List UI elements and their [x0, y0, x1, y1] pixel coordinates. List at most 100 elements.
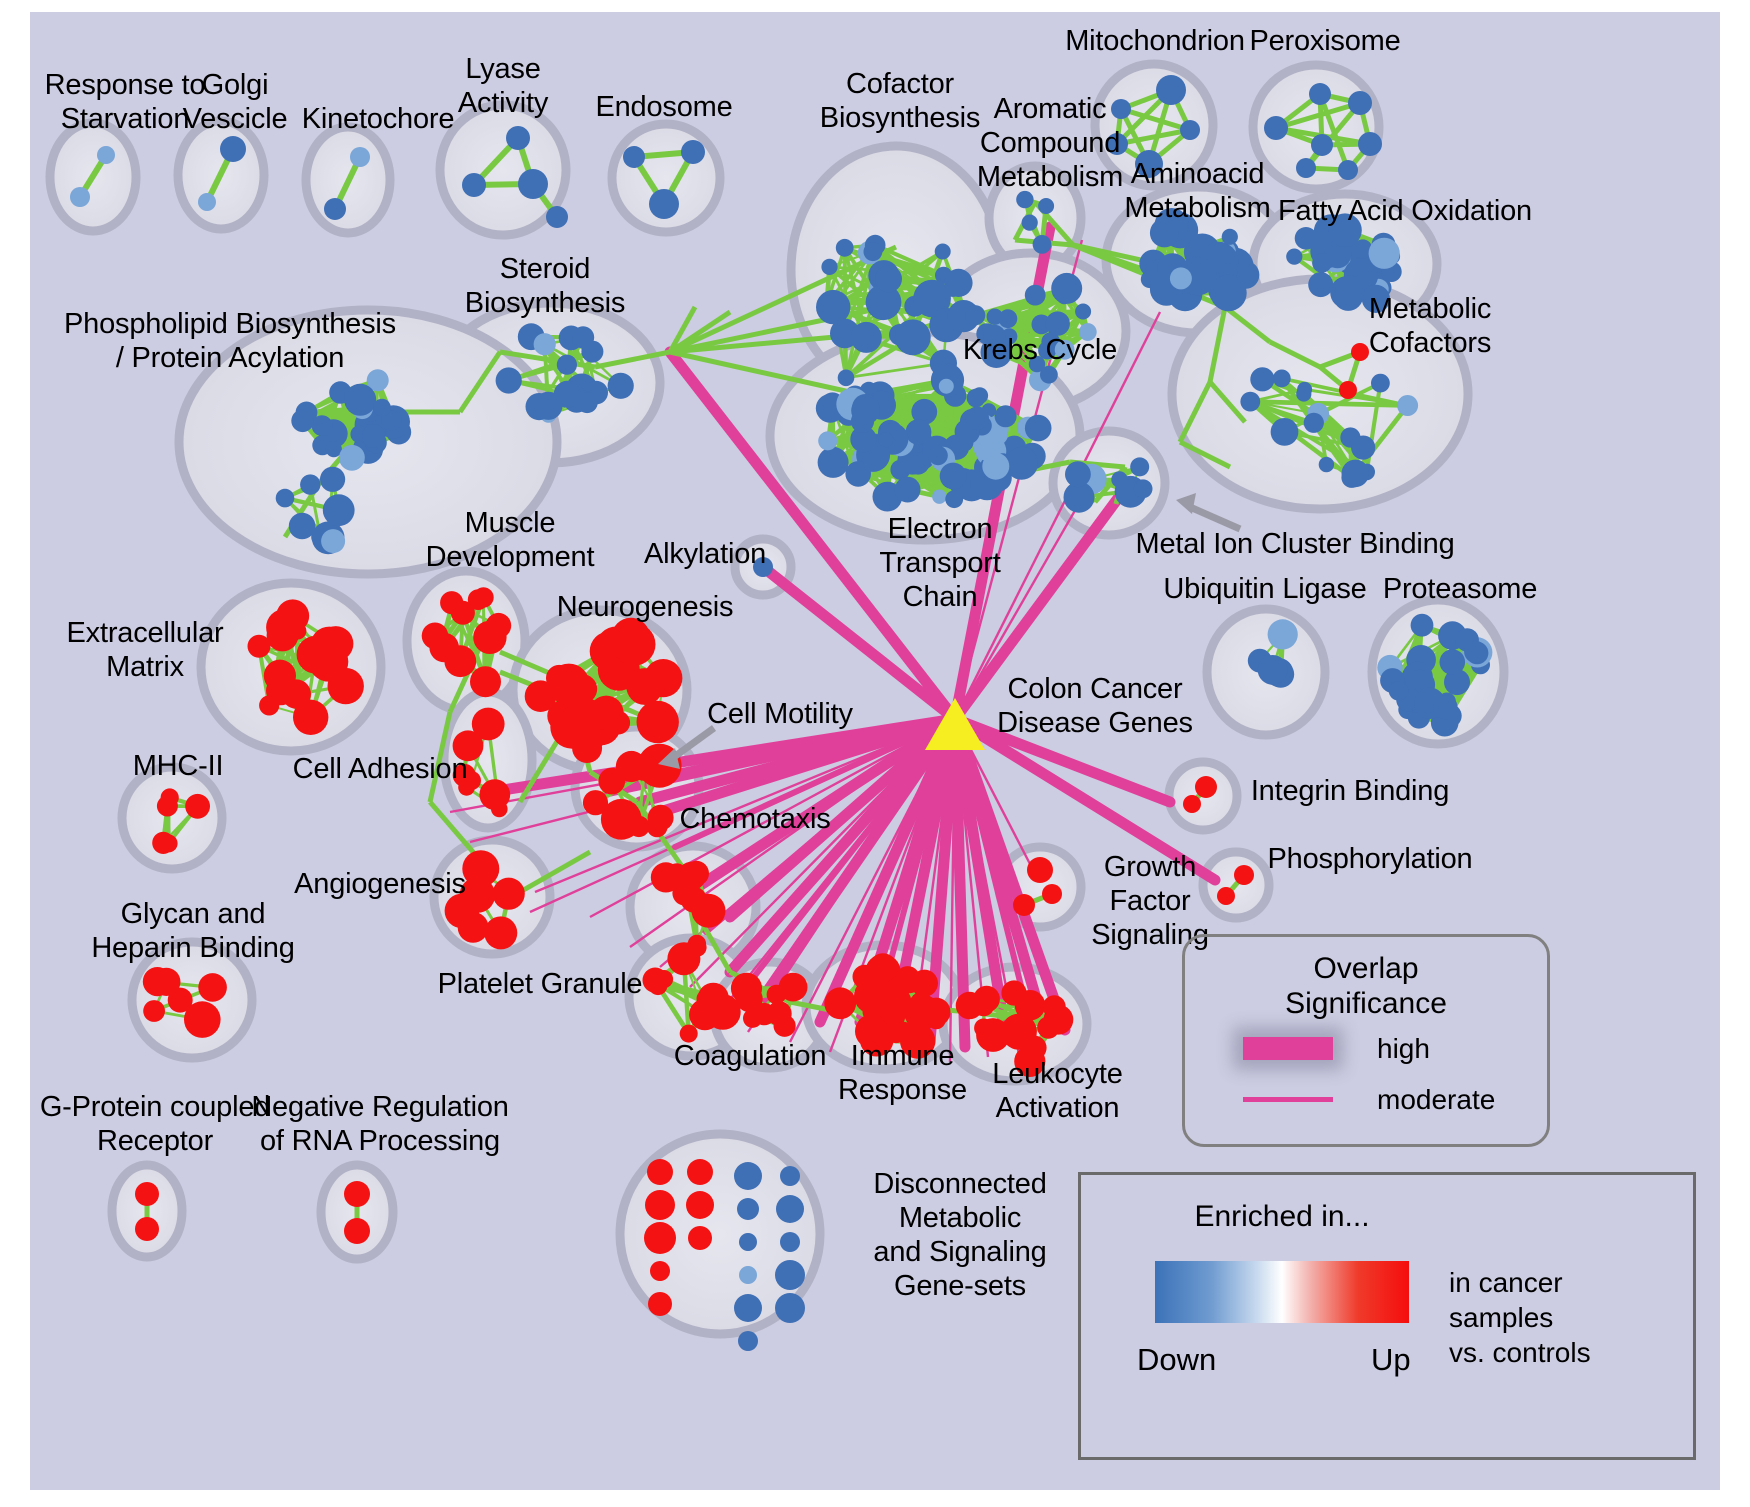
gene-set-node — [739, 1233, 757, 1251]
gene-set-node — [1063, 481, 1095, 513]
gene-set-node — [1065, 461, 1091, 488]
label-krebs-cycle: Krebs Cycle — [962, 334, 1118, 366]
gene-set-node — [648, 1292, 672, 1316]
gene-set-node — [1267, 619, 1298, 650]
gene-set-node — [381, 410, 402, 431]
gene-set-node — [965, 305, 986, 326]
gene-set-node — [644, 659, 683, 698]
gene-set-node — [1111, 471, 1128, 488]
gene-set-node — [636, 700, 679, 744]
gene-set-node — [576, 391, 598, 414]
gene-set-node — [1028, 355, 1046, 373]
gene-set-node — [928, 445, 948, 466]
label-alkylation: Alkylation — [643, 538, 767, 570]
label-proteasome: Proteasome — [1382, 573, 1538, 605]
gene-set-node — [1272, 369, 1291, 388]
gene-set-node — [220, 136, 246, 162]
gene-set-node — [373, 398, 391, 417]
gene-set-node — [872, 1028, 892, 1047]
gene-set-node — [932, 489, 947, 504]
gene-set-node — [835, 238, 854, 257]
network-nodes — [70, 75, 1493, 1351]
gene-set-node — [1308, 272, 1334, 298]
gene-set-node — [135, 1217, 159, 1241]
gene-set-node — [1024, 414, 1052, 442]
gene-set-node — [817, 446, 849, 478]
gene-set-node — [598, 767, 626, 795]
gene-set-node — [506, 126, 530, 150]
gene-set-node — [339, 444, 365, 471]
gene-set-node — [167, 987, 193, 1013]
gene-set-node — [1133, 479, 1153, 499]
gene-set-node — [1270, 418, 1299, 446]
gene-set-node — [1368, 237, 1400, 269]
gene-set-node — [687, 1159, 713, 1185]
overlap-significance-legend: Overlap Significance high moderate — [1182, 934, 1550, 1147]
gene-set-node — [921, 997, 951, 1027]
gene-set-node — [275, 488, 295, 508]
gene-set-node — [1183, 795, 1201, 813]
gene-set-node — [1078, 323, 1097, 341]
gene-set-node — [689, 998, 721, 1031]
gene-set-node — [998, 309, 1018, 329]
gene-set-node — [524, 680, 557, 712]
gene-set-node — [1312, 253, 1332, 273]
gene-set-node — [361, 424, 386, 448]
gene-set-node — [534, 391, 563, 420]
network-graph — [45, 59, 1509, 1351]
label-cell-adhesion: Cell Adhesion — [292, 753, 468, 785]
gene-set-node — [976, 1018, 1010, 1052]
gene-set-node — [730, 972, 763, 1004]
gene-set-node — [1348, 91, 1372, 115]
gene-set-node — [1221, 228, 1238, 245]
gene-set-node — [1358, 132, 1382, 156]
gene-set-node — [325, 441, 342, 458]
gene-set-node — [734, 1294, 762, 1322]
gene-set-node — [135, 1182, 159, 1206]
gene-set-node — [1361, 284, 1390, 313]
label-extracellular-matrix: Extracellular Matrix — [66, 617, 224, 683]
gene-set-node — [281, 679, 311, 709]
gene-set-node — [739, 1266, 757, 1284]
gene-set-node — [471, 707, 505, 741]
label-steroid-biosynthesis: Steroid Biosynthesis — [464, 253, 626, 319]
gene-set-node — [1156, 75, 1186, 105]
gene-set-node — [1351, 435, 1376, 460]
gene-set-node — [734, 1162, 762, 1190]
gene-set-node — [296, 635, 335, 674]
gene-set-node — [939, 462, 967, 490]
gene-set-node — [1339, 381, 1357, 399]
gene-set-node — [1135, 150, 1163, 178]
label-neurogenesis: Neurogenesis — [556, 591, 734, 623]
gene-set-node — [320, 466, 346, 492]
gene-set-node — [1021, 214, 1038, 231]
network-canvas: Response to Starvation Golgi Vescicle Ki… — [30, 12, 1720, 1490]
gene-set-node — [775, 1293, 805, 1323]
gene-set-node — [578, 699, 603, 724]
label-response-to-starvation: Response to Starvation — [44, 69, 206, 135]
halo-disconnected-gene-sets — [615, 1129, 825, 1339]
gene-set-node — [1040, 365, 1058, 384]
gene-set-node — [851, 396, 880, 425]
gene-set-node — [966, 388, 986, 408]
gene-set-node — [738, 1331, 758, 1351]
gene-set-node — [894, 319, 931, 356]
gene-set-node — [1351, 343, 1369, 361]
gene-set-node — [1371, 373, 1390, 393]
gene-set-node — [818, 431, 838, 451]
gene-set-node — [259, 695, 280, 716]
gene-set-node — [1296, 158, 1316, 178]
gene-set-node — [865, 284, 902, 321]
gene-set-node — [1005, 446, 1038, 480]
colon-cancer-hub-node[interactable] — [925, 698, 985, 750]
gene-set-node — [1024, 284, 1046, 306]
gene-set-node — [850, 321, 882, 353]
label-neg-rna-processing: Negative Regulation of RNA Processing — [251, 1091, 509, 1157]
gene-set-node — [753, 1002, 776, 1026]
gene-set-node — [344, 1181, 370, 1207]
gene-set-node — [1464, 640, 1487, 663]
gene-set-node — [1130, 457, 1150, 477]
gene-set-node — [780, 1232, 800, 1252]
gene-set-node — [1439, 649, 1466, 675]
